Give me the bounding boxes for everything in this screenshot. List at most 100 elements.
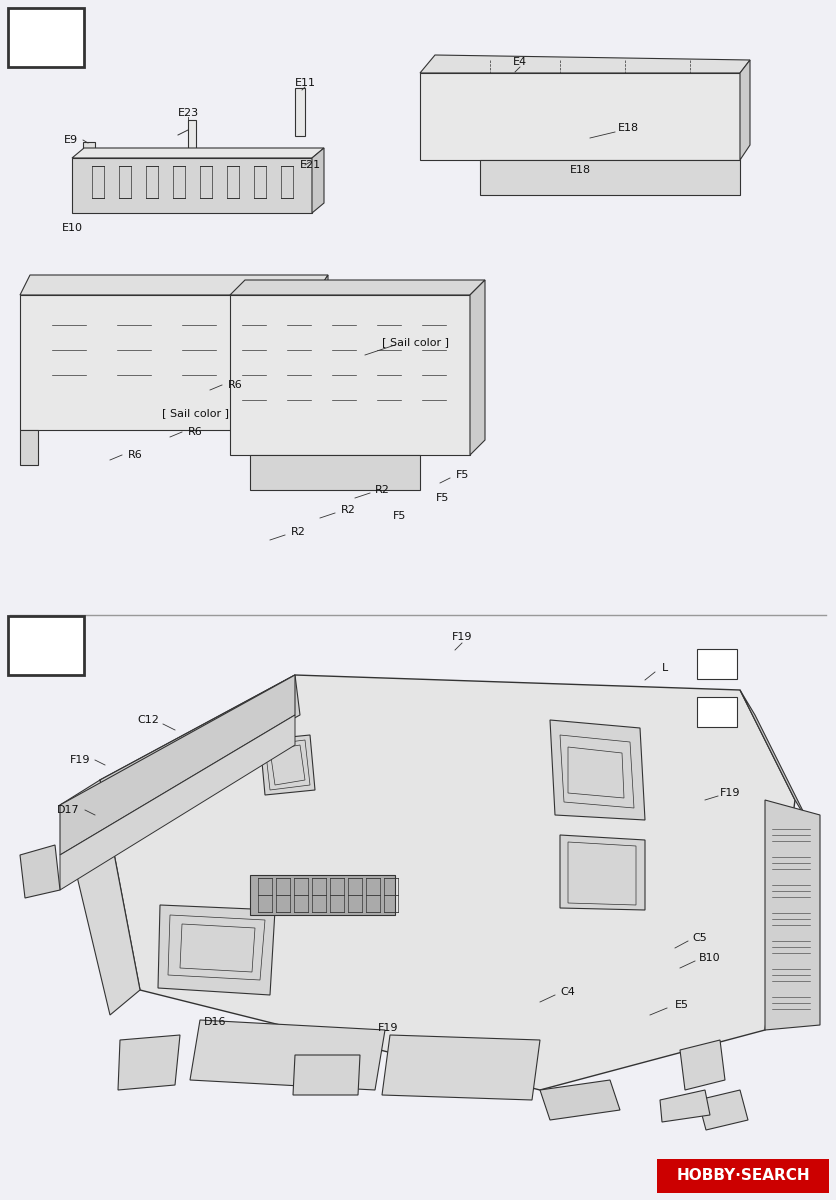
Polygon shape <box>83 142 95 158</box>
Circle shape <box>252 280 258 287</box>
Circle shape <box>446 707 453 714</box>
Circle shape <box>227 866 233 874</box>
Circle shape <box>93 176 103 187</box>
Circle shape <box>426 1002 434 1008</box>
Circle shape <box>611 80 619 89</box>
Circle shape <box>551 136 559 144</box>
Text: E4: E4 <box>513 56 527 67</box>
Circle shape <box>646 966 654 973</box>
Circle shape <box>255 176 265 187</box>
Circle shape <box>671 136 679 144</box>
Circle shape <box>318 763 462 907</box>
Circle shape <box>322 300 328 306</box>
Polygon shape <box>20 295 315 430</box>
Polygon shape <box>250 455 420 490</box>
Polygon shape <box>118 1034 180 1090</box>
Bar <box>768 994 813 1013</box>
Circle shape <box>282 176 292 187</box>
Circle shape <box>32 280 38 287</box>
Circle shape <box>174 176 184 187</box>
Bar <box>245 314 283 403</box>
Circle shape <box>307 986 314 994</box>
Bar <box>350 460 372 485</box>
Bar <box>375 314 403 425</box>
Circle shape <box>431 110 439 119</box>
Circle shape <box>521 110 529 119</box>
Text: E10: E10 <box>62 223 83 233</box>
Circle shape <box>581 80 589 89</box>
Bar <box>390 460 412 485</box>
Polygon shape <box>60 674 295 854</box>
Polygon shape <box>20 430 38 464</box>
Circle shape <box>141 288 149 294</box>
Circle shape <box>242 300 248 306</box>
Circle shape <box>673 1100 687 1114</box>
Circle shape <box>701 80 709 89</box>
Bar <box>330 314 358 425</box>
Circle shape <box>491 110 499 119</box>
Circle shape <box>726 866 733 874</box>
Circle shape <box>547 996 553 1003</box>
Text: E18: E18 <box>569 164 590 175</box>
FancyBboxPatch shape <box>697 649 737 679</box>
Circle shape <box>702 1060 712 1070</box>
Circle shape <box>237 906 243 913</box>
Text: C12: C12 <box>137 715 159 725</box>
Circle shape <box>461 136 469 144</box>
Circle shape <box>521 80 529 89</box>
Circle shape <box>186 912 193 918</box>
Circle shape <box>716 947 723 954</box>
Bar <box>768 826 813 845</box>
Text: E11: E11 <box>294 78 315 88</box>
Text: R2: R2 <box>340 505 355 515</box>
Circle shape <box>461 110 469 119</box>
Circle shape <box>581 136 589 144</box>
Polygon shape <box>740 690 810 826</box>
Bar <box>768 910 813 929</box>
Circle shape <box>346 707 354 714</box>
Text: 18: 18 <box>19 18 73 56</box>
Polygon shape <box>660 1090 710 1122</box>
Circle shape <box>431 80 439 89</box>
Circle shape <box>196 288 203 294</box>
Polygon shape <box>315 275 328 430</box>
Text: C5: C5 <box>692 934 707 943</box>
FancyBboxPatch shape <box>697 697 737 727</box>
Circle shape <box>32 288 38 294</box>
Polygon shape <box>560 835 645 910</box>
Circle shape <box>551 80 559 89</box>
Polygon shape <box>550 720 645 820</box>
Polygon shape <box>680 1040 725 1090</box>
Circle shape <box>337 746 344 754</box>
Polygon shape <box>190 1020 385 1090</box>
Bar <box>240 314 268 425</box>
Circle shape <box>260 1050 270 1060</box>
Text: D17: D17 <box>57 805 79 815</box>
Polygon shape <box>60 780 140 1015</box>
Circle shape <box>497 708 503 715</box>
Text: 19: 19 <box>19 626 73 664</box>
Polygon shape <box>230 280 485 295</box>
Circle shape <box>402 300 408 306</box>
Circle shape <box>431 136 439 144</box>
Circle shape <box>477 742 483 749</box>
Circle shape <box>442 300 448 306</box>
FancyBboxPatch shape <box>657 1159 829 1193</box>
Polygon shape <box>293 1055 360 1094</box>
Circle shape <box>206 942 213 948</box>
Text: C4: C4 <box>561 986 575 997</box>
Text: F5: F5 <box>436 493 450 503</box>
FancyBboxPatch shape <box>8 616 84 674</box>
Text: E9: E9 <box>64 134 78 145</box>
Circle shape <box>671 110 679 119</box>
Polygon shape <box>382 1034 540 1100</box>
Polygon shape <box>20 845 60 898</box>
Circle shape <box>350 1050 360 1060</box>
Polygon shape <box>72 158 312 214</box>
Text: F5: F5 <box>456 470 470 480</box>
Circle shape <box>641 110 649 119</box>
Circle shape <box>487 1007 493 1014</box>
Polygon shape <box>765 800 820 1030</box>
Circle shape <box>597 986 604 994</box>
Circle shape <box>721 906 728 913</box>
